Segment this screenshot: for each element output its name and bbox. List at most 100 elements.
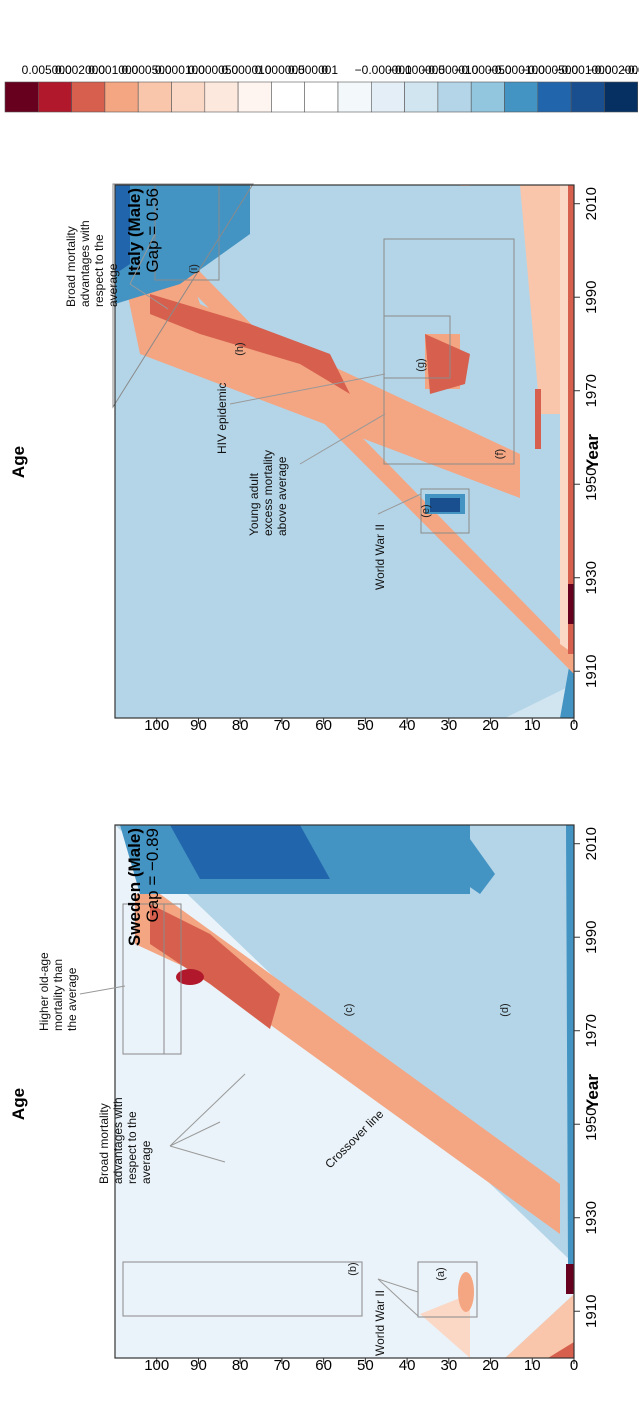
x-tick-label-1-0: 1910 [583, 655, 600, 688]
annotation-a-label: (a) [435, 1267, 447, 1280]
svg-text:Young adult: Young adult [247, 472, 261, 536]
italy-subtitle: Gap = 0.56 [143, 188, 162, 273]
annotation-e-label: (e) [420, 504, 432, 517]
y-tick-label-1-0: 0 [570, 717, 578, 734]
y-tick-label-1-1: 10 [524, 717, 541, 734]
svg-text:above average: above average [275, 456, 289, 536]
annotation-h-label: (h) [234, 342, 246, 355]
sweden-ww2-text: World War II [373, 1290, 387, 1356]
panel-sweden: 1910 1930 1950 1970 1990 2010 0 10 20 30 40 50 60 70… [9, 824, 602, 1374]
italy-annotation-boxes [112, 183, 515, 534]
italy-y-axis: 0 10 20 30 40 50 60 70 80 90 100 [144, 717, 578, 734]
annotation-d-label: (d) [499, 1003, 511, 1016]
x-tick-label-1-5: 2010 [583, 187, 600, 220]
legend-swatch-18 [604, 81, 639, 113]
legend-swatch-8 [271, 81, 305, 113]
legend-swatch-9 [304, 81, 339, 113]
x-tick-label-0-3: 1970 [583, 1014, 600, 1047]
legend-label-2: 0.001000 [88, 63, 138, 77]
legend-swatch-6 [204, 81, 239, 113]
x-tick-label-1-2: 1950 [583, 468, 600, 501]
y-tick-label-0-1: 10 [524, 1357, 541, 1374]
annotation-b-label: (b) [347, 1262, 359, 1275]
y-tick-label-0-3: 30 [440, 1357, 457, 1374]
legend-label-18: −0.005000 [621, 63, 639, 77]
y-tick-label-1-8: 80 [232, 717, 249, 734]
legend-swatch-14 [470, 81, 505, 113]
sweden-y-label: Age [9, 1088, 28, 1120]
x-tick-label-0-0: 1910 [583, 1295, 600, 1328]
sweden-leader-lines [79, 985, 419, 1317]
legend-swatch-13 [437, 81, 472, 113]
sweden-y-axis: 0 10 20 30 40 50 60 70 80 90 100 [144, 1357, 578, 1374]
italy-x-axis: 1910 1930 1950 1970 1990 2010 [574, 187, 600, 688]
legend-swatch-2 [71, 81, 106, 113]
sweden-subtitle: Gap = −0.89 [143, 828, 162, 923]
svg-text:advantages with: advantages with [78, 220, 92, 307]
legend-swatch-0 [4, 81, 39, 113]
svg-text:Higher old-age: Higher old-age [37, 952, 51, 1031]
italy-x-label: Year [583, 434, 602, 470]
legend-label-7: 0.000005 [255, 63, 305, 77]
legend-swatch-1 [37, 81, 72, 113]
legend-label-6: 0.000010 [221, 63, 271, 77]
legend-swatch-12 [404, 81, 439, 113]
y-tick-label-1-9: 90 [190, 717, 207, 734]
x-tick-label-0-1: 1930 [583, 1201, 600, 1234]
legend-swatch-10 [337, 81, 372, 113]
y-tick-label-0-2: 20 [482, 1357, 499, 1374]
italy-annotation-labels: (e) (f) (g) (h) (i) [188, 264, 506, 518]
svg-text:excess mortality: excess mortality [261, 450, 275, 536]
svg-text:the average: the average [65, 967, 79, 1031]
legend-label-11: −0.000005 [388, 63, 445, 77]
italy-plot-frame [114, 184, 575, 719]
annotation-i-label: (i) [188, 264, 200, 274]
legend-swatch-4 [137, 81, 172, 113]
sweden-annotation-boxes [122, 903, 478, 1318]
y-tick-label-1-5: 50 [357, 717, 374, 734]
italy-young-adult-text: Young adult excess mortality above avera… [247, 450, 289, 536]
sweden-x-axis: 1910 1930 1950 1970 1990 2010 [574, 827, 600, 1328]
y-tick-label-0-4: 40 [399, 1357, 416, 1374]
legend-swatch-7 [237, 81, 272, 113]
legend-label-1: 0.002000 [55, 63, 105, 77]
svg-text:average: average [139, 1140, 153, 1184]
legend-label-16: −0.001000 [554, 63, 611, 77]
y-tick-label-0-0: 0 [570, 1357, 578, 1374]
legend-label-17: −0.002000 [588, 63, 639, 77]
sweden-annotation-labels: (a) (b) (c) (d) [343, 1003, 511, 1280]
sweden-title: Sweden (Male) [125, 828, 144, 946]
annotation-f-label: (f) [494, 449, 506, 459]
svg-text:average: average [106, 263, 120, 307]
legend-label-9: 0 [321, 63, 328, 77]
sweden-higher-oldage-text: Higher old-age mortality than the averag… [37, 952, 79, 1031]
svg-text:advantages with: advantages with [111, 1097, 125, 1184]
italy-ww2-text: World War II [373, 524, 387, 590]
legend-swatch-17 [570, 81, 605, 113]
y-tick-label-1-4: 40 [399, 717, 416, 734]
svg-text:respect to the: respect to the [125, 1111, 139, 1184]
x-tick-label-0-4: 1990 [583, 921, 600, 954]
legend-swatch-16 [537, 81, 572, 113]
legend-label-13: −0.000050 [455, 63, 512, 77]
color-key: 0.0050000.0020000.0010000.0005000.000100… [4, 63, 639, 113]
svg-text:mortality than: mortality than [51, 959, 65, 1031]
italy-broad-advantage-text: Broad mortality advantages with respect … [64, 220, 120, 307]
legend-label-4: 0.000100 [155, 63, 205, 77]
x-tick-label-0-2: 1950 [583, 1108, 600, 1141]
y-tick-label-1-7: 70 [274, 717, 291, 734]
italy-leader-lines [129, 233, 422, 515]
x-tick-label-0-5: 2010 [583, 827, 600, 860]
legend-label-8: 0.000001 [288, 63, 338, 77]
sweden-broad-advantage-text: Broad mortality advantages with respect … [97, 1097, 153, 1184]
y-tick-label-0-10: 100 [144, 1357, 169, 1374]
y-tick-label-0-5: 50 [357, 1357, 374, 1374]
italy-y-label: Age [9, 446, 28, 478]
legend-swatch-15 [504, 81, 539, 113]
annotation-g-label: (g) [415, 358, 427, 371]
y-tick-label-0-9: 90 [190, 1357, 207, 1374]
sweden-heatmap [115, 825, 574, 1358]
legend-label-15: −0.000500 [521, 63, 578, 77]
panel-italy: 1910 1930 1950 1970 1990 2010 0 10 20 30 40 50 60 70… [9, 183, 602, 734]
